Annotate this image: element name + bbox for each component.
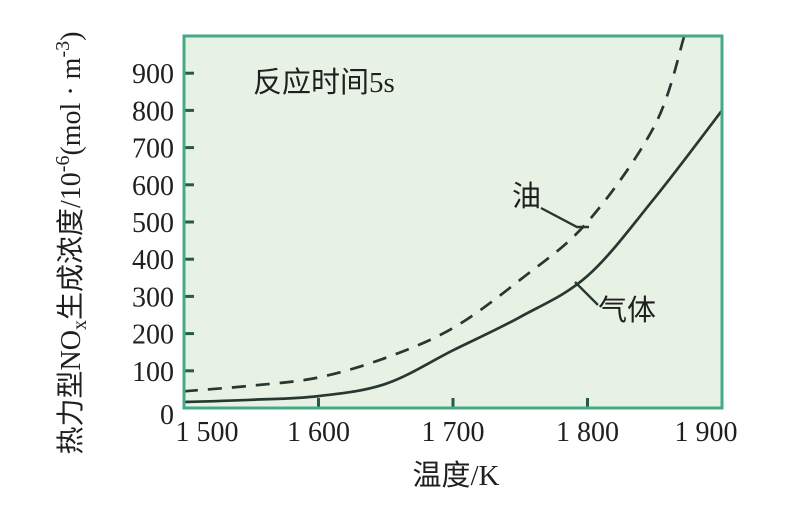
series-label-gas: 气体 — [598, 294, 656, 327]
x-axis-ticks: 1 500 1 600 1 700 1 800 1 900 — [176, 398, 738, 448]
y-tick-label: 900 — [132, 59, 174, 90]
leader-line-1 — [574, 281, 599, 306]
y-axis-title-segment: -3 — [52, 41, 74, 58]
plot-area-border — [182, 34, 724, 410]
y-axis-title-text: 热力型NOx生成浓度/10-6(mol · m-3) — [52, 32, 91, 455]
x-tick-label: 1 700 — [422, 417, 485, 448]
y-axis-title: 热力型NOx生成浓度/10-6(mol · m-3) — [52, 32, 91, 455]
x-tick-label: 1 600 — [287, 417, 350, 448]
y-tick-label: 500 — [132, 208, 174, 239]
y-tick-label: 700 — [132, 134, 174, 165]
leader-line-0 — [540, 206, 589, 229]
data-curves — [184, 36, 722, 404]
y-axis-title-segment: -6 — [52, 156, 74, 173]
curve-oil-dashed — [184, 36, 686, 393]
y-axis-title-segment: x — [69, 320, 91, 330]
y-axis-title-segment: 生成浓度/10 — [55, 172, 87, 320]
y-tick-label: 0 — [160, 400, 174, 431]
y-tick-label: 800 — [132, 96, 174, 127]
y-axis-title-segment: 热力型NO — [55, 330, 87, 454]
x-axis-title: 温度/K — [412, 459, 499, 492]
label-leader-lines — [540, 206, 599, 306]
y-axis-ticks: 0 100 200 300 400 500 600 700 800 900 — [132, 59, 194, 431]
y-tick-label: 300 — [132, 282, 174, 313]
curve-gas-solid — [184, 109, 722, 404]
x-tick-label: 1 900 — [675, 417, 738, 448]
y-axis-title-segment: (mol · m — [56, 57, 87, 155]
y-tick-label: 400 — [132, 245, 174, 276]
y-tick-label: 100 — [132, 357, 174, 388]
y-tick-label: 200 — [132, 320, 174, 351]
series-label-oil: 油 — [512, 180, 541, 213]
y-axis-title-segment: ) — [56, 32, 87, 41]
x-tick-label: 1 800 — [556, 417, 619, 448]
annotation-reaction-time: 反应时间5s — [253, 66, 395, 99]
y-tick-label: 600 — [132, 171, 174, 202]
plot-area-background — [184, 36, 722, 408]
x-tick-label: 1 500 — [176, 417, 239, 448]
